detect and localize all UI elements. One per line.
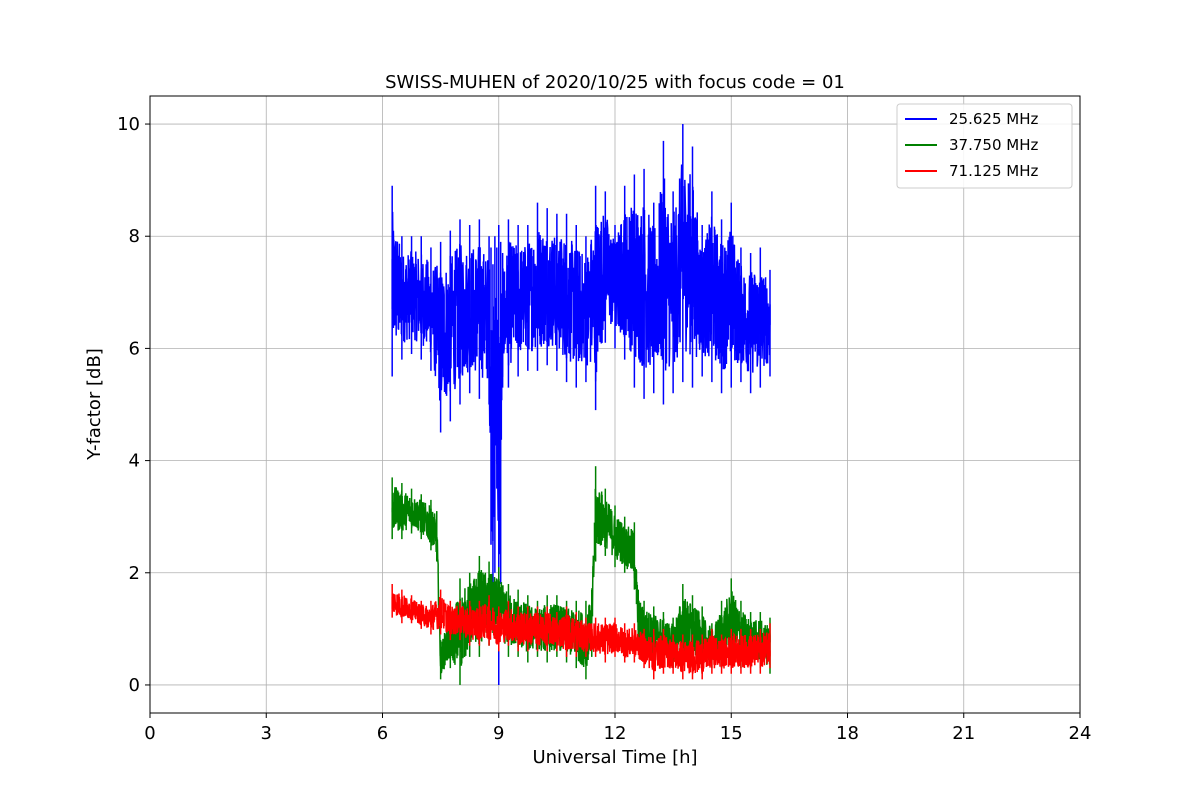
x-tick-label: 6: [377, 723, 388, 744]
y-tick-label: 4: [129, 451, 140, 472]
series-group: [391, 124, 771, 685]
legend-label: 25.625 MHz: [949, 110, 1038, 128]
legend-box: [896, 103, 1073, 189]
y-tick-label: 2: [129, 563, 140, 584]
chart-title: SWISS-MUHEN of 2020/10/25 with focus cod…: [385, 72, 845, 93]
legend: 25.625 MHz 37.750 MHz 71.125 MHz: [896, 103, 1073, 189]
x-tick-label: 15: [720, 723, 743, 744]
y-tick-label: 0: [129, 675, 140, 696]
x-axis-label: Universal Time [h]: [532, 747, 697, 768]
series-line: [391, 593, 771, 674]
legend-label: 37.750 MHz: [949, 136, 1038, 154]
series-2: [391, 583, 771, 680]
x-tick-label: 9: [493, 723, 504, 744]
y-tick-label: 10: [117, 114, 140, 135]
y-tick-label: 8: [129, 226, 140, 247]
y-axis-label: Y-factor [dB]: [84, 348, 105, 461]
legend-label: 71.125 MHz: [949, 162, 1038, 180]
x-tick-label: 24: [1069, 723, 1092, 744]
x-tick-label: 3: [261, 723, 272, 744]
x-tick-label: 12: [604, 723, 627, 744]
series-0: [391, 124, 771, 685]
x-tick-label: 0: [144, 723, 155, 744]
x-tick-label: 18: [836, 723, 859, 744]
x-tick-label: 21: [952, 723, 975, 744]
y-tick-label: 6: [129, 338, 140, 359]
series-line: [391, 164, 771, 555]
